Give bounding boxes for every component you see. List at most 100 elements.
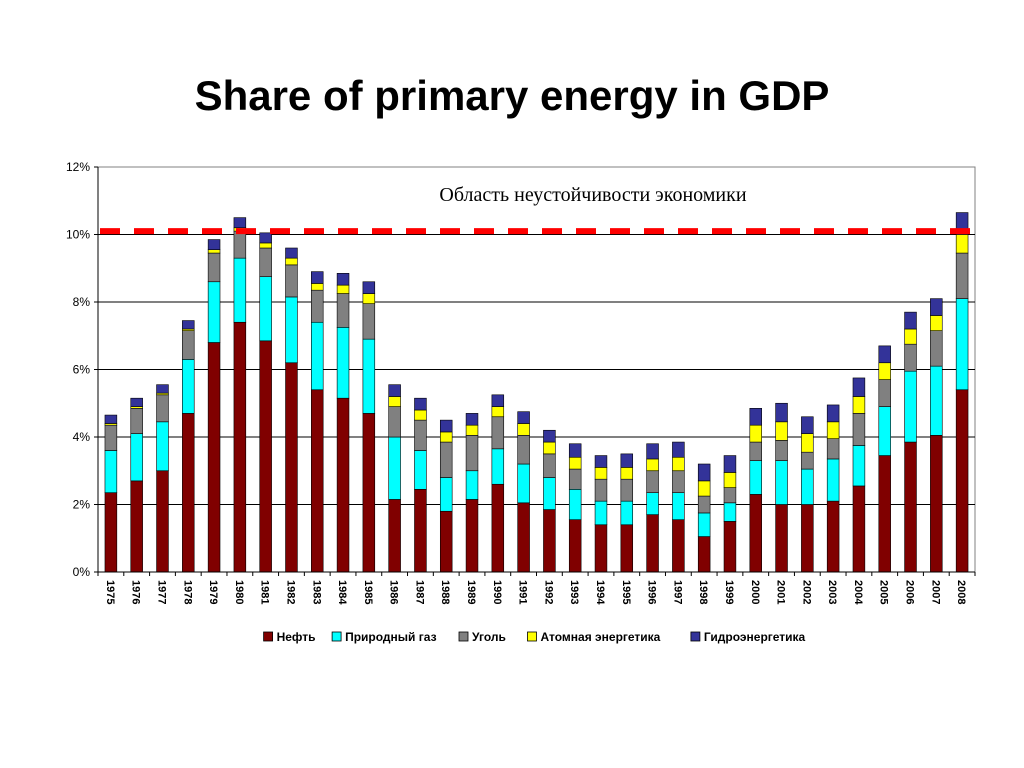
bar-segment-1993-1 [568, 489, 582, 520]
bar-segment-2003-4 [826, 404, 840, 423]
bar-segment-2006-3 [904, 328, 917, 345]
bar-segment-1993-4 [568, 443, 582, 458]
bar-segment-2000-2 [749, 441, 762, 461]
bar-segment-2002-2 [801, 451, 814, 470]
bar-segment-1994-2 [594, 478, 608, 502]
bar-segment-2007-0 [930, 435, 943, 573]
bar-segment-1982-2 [285, 264, 298, 298]
bar-segment-1995-1 [620, 500, 634, 526]
bar-segment-1989-2 [465, 435, 479, 472]
bar-segment-1996-1 [646, 492, 659, 515]
bar-segment-1985-4 [362, 281, 376, 294]
x-tick-label: 2007 [929, 580, 941, 604]
bar-segment-1983-2 [311, 289, 324, 323]
bar-segment-1998-1 [697, 512, 711, 537]
bar-segment-1997-4 [672, 441, 685, 458]
bar-segment-1975-1 [104, 450, 118, 493]
bar-segment-1986-0 [388, 499, 401, 573]
bar-segment-1992-4 [543, 429, 556, 443]
bar-segment-1978-2 [182, 330, 195, 360]
bar-segment-2008-3 [955, 234, 969, 254]
bar-segment-2001-3 [775, 421, 788, 441]
bar-segment-2000-0 [749, 494, 762, 573]
legend-swatch-4 [690, 631, 701, 642]
bar-segment-1997-3 [672, 456, 685, 472]
bar-segment-1984-1 [336, 327, 350, 399]
bar-segment-1991-0 [517, 502, 530, 573]
bar-segment-1999-4 [723, 455, 737, 473]
bar-segment-1985-2 [362, 303, 376, 340]
bar-segment-1991-2 [517, 435, 530, 465]
bar-segment-1980-4 [233, 217, 247, 229]
x-tick-label: 1983 [310, 580, 322, 604]
bar-segment-2001-2 [775, 440, 788, 461]
bar-segment-1988-2 [439, 441, 453, 478]
bar-segment-2000-3 [749, 424, 762, 443]
legend-label-2: Уголь [472, 630, 506, 644]
bar-segment-1995-2 [620, 478, 634, 502]
x-tick-label: 1986 [388, 580, 400, 604]
bar-segment-1988-4 [439, 419, 453, 433]
bar-segment-1986-2 [388, 406, 401, 438]
y-tick-labels: 0% 2% 4% 6% 8% 10% 12% [66, 160, 98, 579]
bar-segment-1989-3 [465, 424, 479, 436]
bar-segment-1987-3 [414, 409, 427, 421]
x-tick-labels: 1975 1976 1977 1978 1979 1980 1981 1982 1983 1984… [97, 572, 976, 605]
x-tick-label: 1978 [181, 580, 193, 604]
bar-segment-1997-1 [672, 492, 685, 520]
bar-segment-1981-1 [259, 276, 272, 342]
bar-segment-2005-2 [878, 379, 891, 407]
bar-segment-1996-2 [646, 470, 659, 493]
bar-segment-2005-1 [878, 406, 891, 456]
bars [104, 212, 969, 573]
bar-segment-1987-2 [414, 419, 427, 451]
bar-segment-1978-0 [182, 413, 195, 573]
bar-segment-1980-1 [233, 257, 247, 323]
bar-segment-1990-2 [491, 416, 505, 450]
bar-segment-1980-2 [233, 230, 247, 259]
bar-segment-1999-2 [723, 487, 737, 504]
bar-segment-1989-4 [465, 413, 479, 426]
bar-segment-1981-0 [259, 340, 272, 573]
bar-segment-1989-1 [465, 470, 479, 500]
bar-segment-2002-0 [801, 504, 814, 573]
bar-segment-2002-1 [801, 468, 814, 505]
x-tick-label: 1984 [336, 580, 348, 605]
bar-segment-1994-0 [594, 524, 608, 573]
bar-segment-1979-1 [207, 281, 221, 343]
bar-segment-1984-3 [336, 284, 350, 294]
bar-segment-2001-4 [775, 402, 788, 423]
x-tick-label: 1995 [620, 580, 632, 604]
bar-segment-1977-1 [156, 421, 169, 472]
bar-segment-1976-1 [130, 433, 143, 482]
y-tick-label: 6% [73, 363, 91, 377]
bar-segment-1988-1 [439, 477, 453, 512]
bar-segment-1987-0 [414, 489, 427, 573]
bar-segment-1982-4 [285, 247, 298, 259]
bar-segment-2002-4 [801, 416, 814, 434]
bar-segment-2005-4 [878, 345, 891, 364]
bar-segment-1981-4 [259, 232, 272, 244]
y-tick-label: 12% [66, 160, 90, 174]
x-tick-label: 2003 [826, 580, 838, 604]
bar-segment-1978-1 [182, 359, 195, 414]
bar-segment-1981-3 [259, 242, 272, 249]
x-tick-label: 2005 [878, 580, 890, 604]
x-tick-label: 1996 [646, 580, 658, 604]
x-tick-label: 1985 [362, 580, 374, 604]
y-tick-label: 0% [73, 565, 91, 579]
bar-segment-2007-3 [930, 315, 943, 331]
bar-segment-1992-1 [543, 477, 556, 510]
x-tick-label: 2002 [800, 580, 812, 604]
bar-segment-1996-4 [646, 443, 659, 460]
bar-segment-1998-0 [697, 536, 711, 573]
slide-title: Share of primary energy in GDP [194, 72, 830, 119]
bar-segment-1976-2 [130, 408, 143, 434]
bar-segment-1997-2 [672, 470, 685, 493]
x-tick-label: 1991 [517, 580, 529, 604]
bar-segment-1977-2 [156, 394, 169, 423]
bar-segment-2002-3 [801, 433, 814, 453]
y-tick-label: 8% [73, 295, 91, 309]
x-tick-label: 1998 [697, 580, 709, 604]
y-tick-label: 4% [73, 430, 91, 444]
